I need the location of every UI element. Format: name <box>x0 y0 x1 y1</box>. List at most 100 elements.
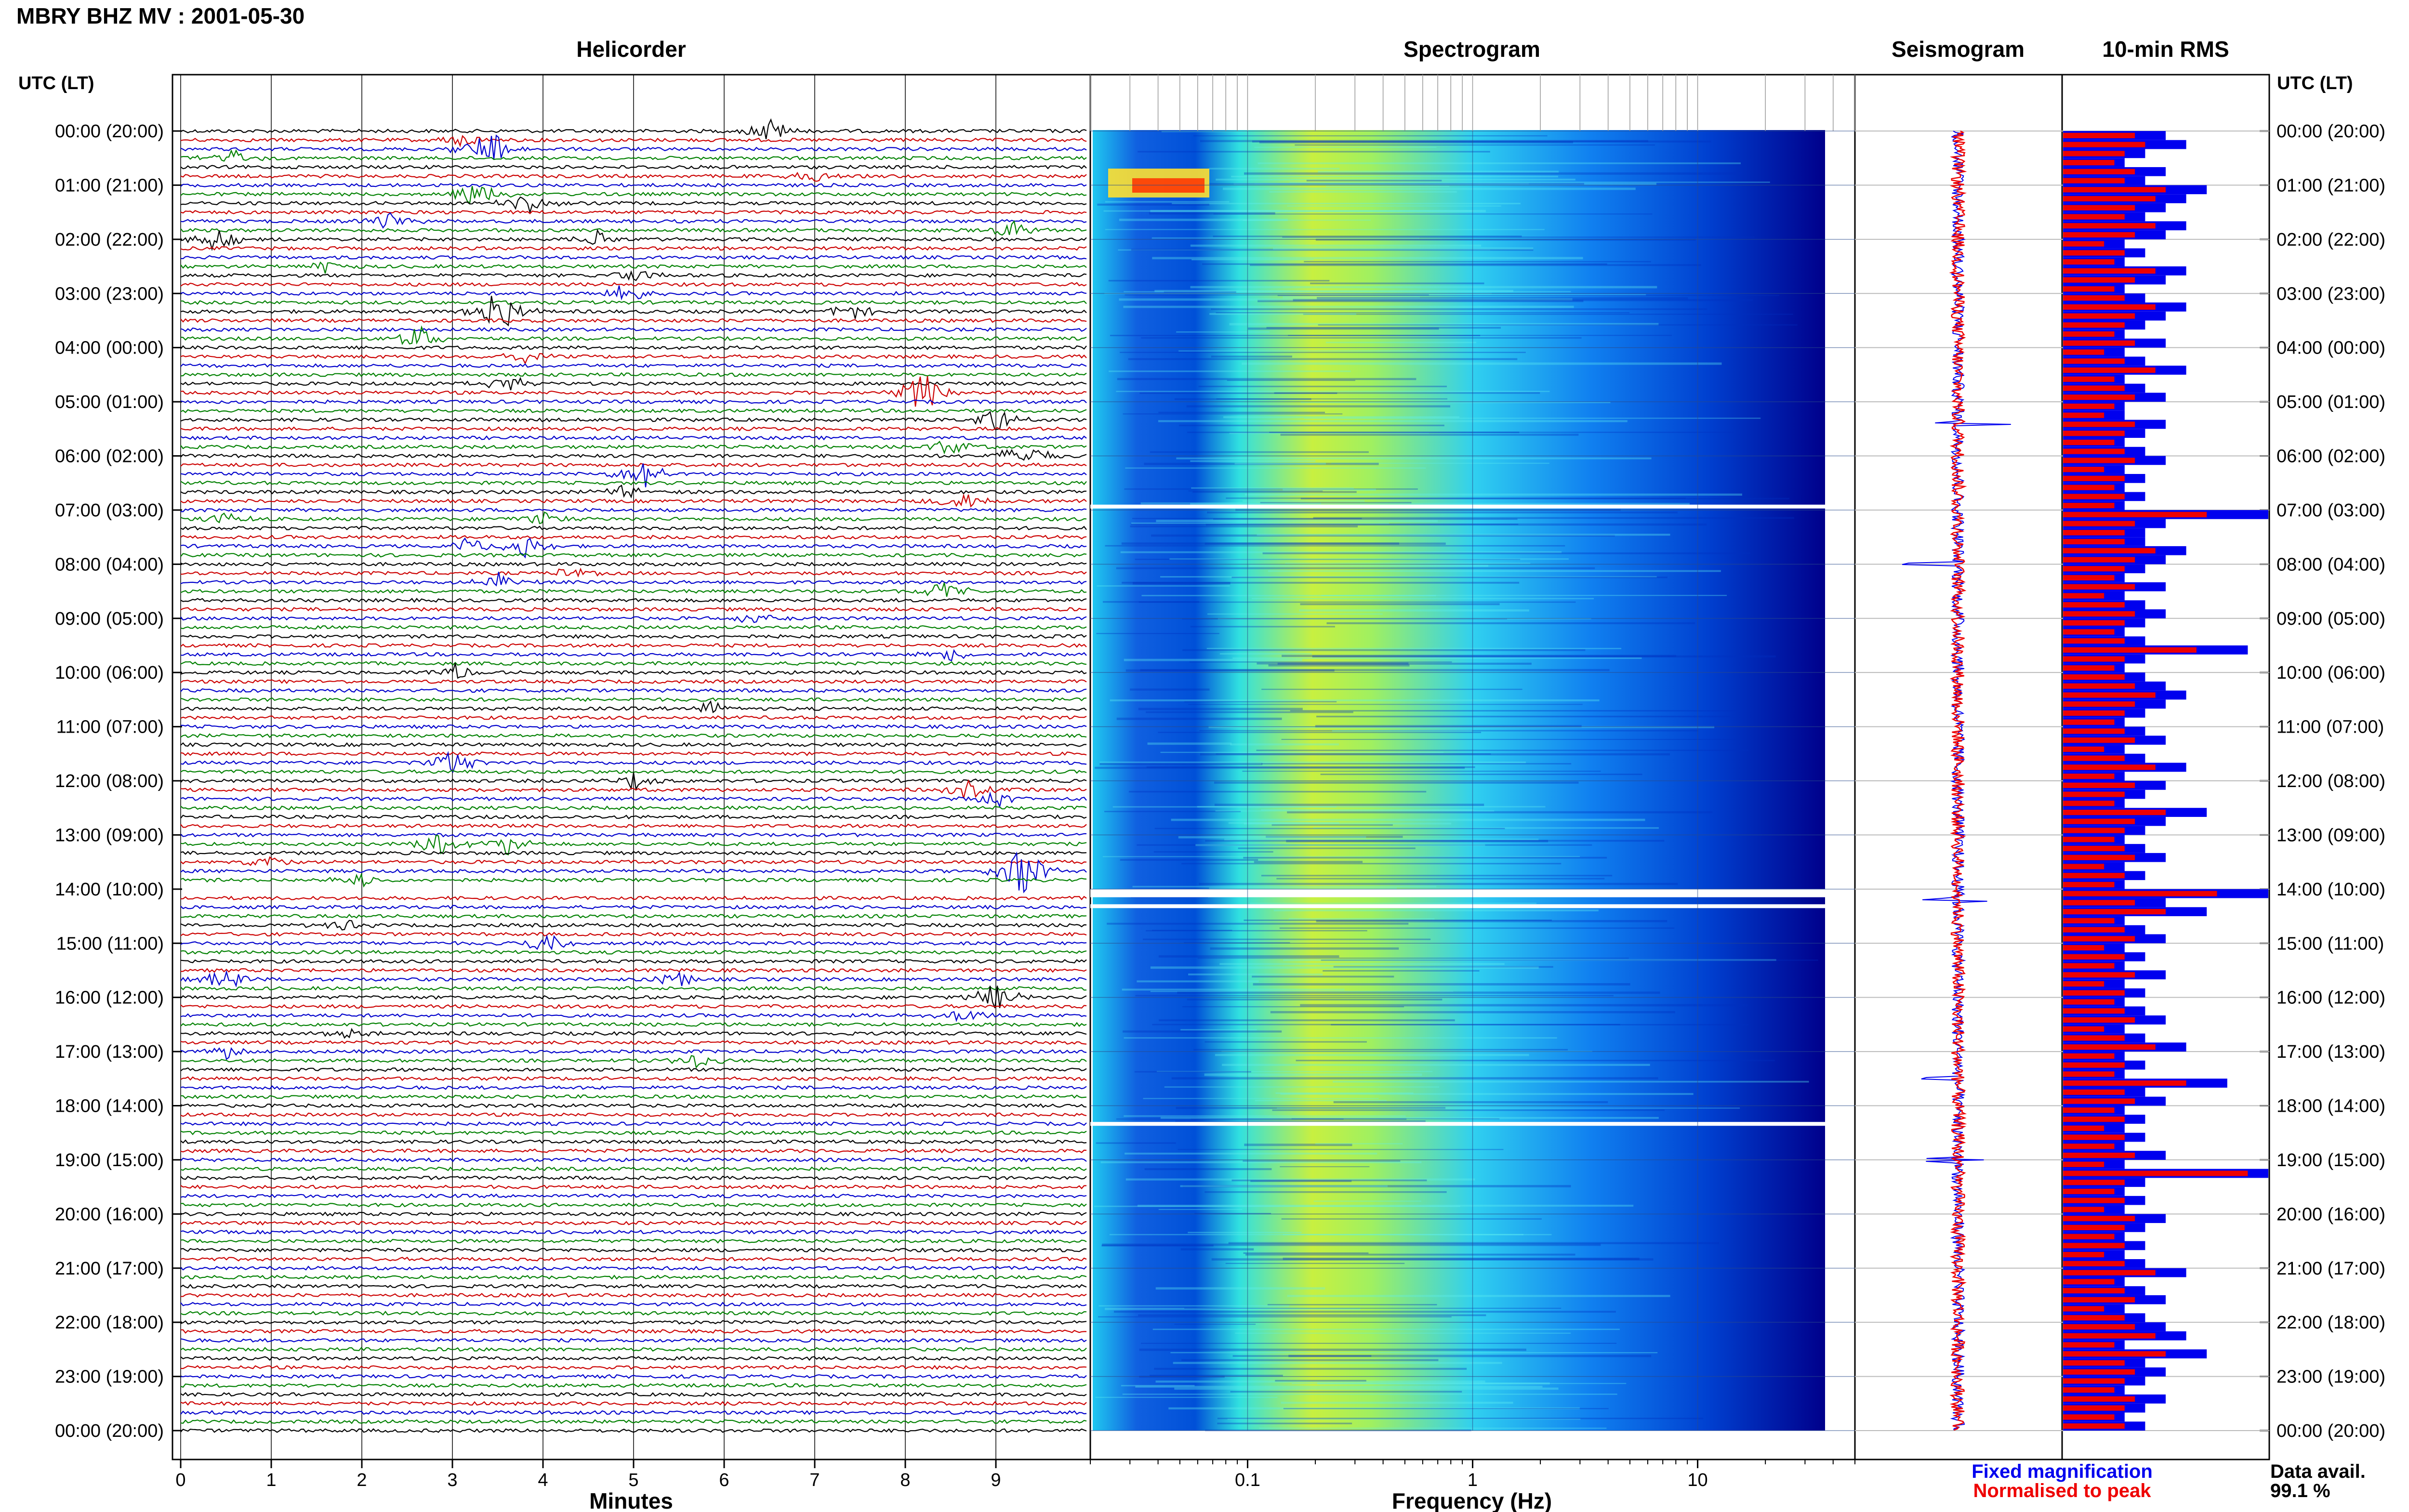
rms-bar-normalised <box>2063 1089 2125 1095</box>
rms-bar-normalised <box>2063 575 2115 581</box>
rms-bar-normalised <box>2063 557 2135 563</box>
time-label-left: 09:00 (05:00) <box>55 609 164 629</box>
rms-bar-normalised <box>2063 927 2125 933</box>
helicorder-trace <box>180 934 1087 950</box>
rms-bar-normalised <box>2063 611 2135 617</box>
helicorder-trace <box>180 165 1087 170</box>
seismogram-trace <box>1902 130 2011 1431</box>
helicorder-trace <box>180 679 1087 684</box>
rms-bar-normalised <box>2063 1144 2115 1149</box>
spectrogram-title: Spectrogram <box>1403 37 1540 62</box>
time-label-left: 10:00 (06:00) <box>55 663 164 683</box>
helicorder-trace <box>180 1238 1087 1244</box>
rms-bar-normalised <box>2063 1414 2115 1420</box>
helicorder-trace <box>180 1027 1087 1039</box>
helicorder-trace <box>180 440 1087 455</box>
rms-bar-normalised <box>2063 945 2105 951</box>
rms-bar-normalised <box>2063 241 2105 247</box>
rms-bar-normalised <box>2063 774 2115 779</box>
rms-bar-normalised <box>2063 331 2115 337</box>
helicorder-trace <box>180 733 1087 738</box>
rms-bar-normalised <box>2063 394 2135 400</box>
helicorder-trace <box>180 325 1087 345</box>
rms-bar-normalised <box>2063 692 2156 698</box>
helicorder-trace <box>180 1067 1087 1072</box>
helicorder-trace <box>180 772 1087 791</box>
helicorder-trace <box>180 408 1087 413</box>
rms-bar-normalised <box>2063 1161 2105 1167</box>
helicorder-trace <box>180 345 1087 350</box>
rms-bar-normalised <box>2063 268 2156 274</box>
rms-bar-normalised <box>2063 223 2156 229</box>
rms-bar-normalised <box>2063 873 2125 879</box>
helicorder-trace <box>180 1248 1087 1253</box>
helicorder-trace <box>180 435 1087 441</box>
time-label-right: 19:00 (15:00) <box>2277 1150 2385 1170</box>
helicorder-trace <box>180 196 1087 215</box>
rms-bar-normalised <box>2063 1261 2125 1267</box>
time-label-left: 12:00 (08:00) <box>55 771 164 791</box>
helicorder-traces <box>180 118 1087 1433</box>
time-label-right: 21:00 (17:00) <box>2277 1259 2385 1279</box>
helicorder-trace <box>180 1148 1087 1154</box>
helicorder-trace <box>180 661 1087 666</box>
rms-bar-normalised <box>2063 710 2125 716</box>
helicorder-trace <box>180 1139 1087 1144</box>
rms-bar-normalised <box>2063 1387 2115 1393</box>
helicorder-trace <box>180 1103 1087 1108</box>
rms-bar-normalised <box>2063 1333 2156 1339</box>
helicorder-trace <box>180 327 1087 332</box>
helicorder-trace <box>180 1428 1087 1433</box>
right-time-header: UTC (LT) <box>2277 73 2353 93</box>
helicorder-trace <box>180 480 1087 486</box>
spectrogram-gap <box>1090 889 1825 897</box>
legend-fixed-magnification: Fixed magnification <box>1972 1461 2153 1482</box>
rms-bar-normalised <box>2063 313 2135 319</box>
rms-bar-normalised <box>2063 1116 2125 1122</box>
helicorder-trace <box>180 1211 1087 1217</box>
helicorder-frame <box>172 74 1091 1460</box>
rms-bar-normalised <box>2063 403 2115 409</box>
helicorder-trace <box>180 462 1087 468</box>
helicorder-trace <box>180 625 1087 630</box>
time-label-left: 06:00 (02:00) <box>55 447 164 467</box>
helicorder-trace <box>180 1229 1087 1235</box>
minute-tick-label: 5 <box>628 1470 638 1490</box>
helicorder-trace <box>180 805 1087 811</box>
rms-bar-normalised <box>2063 828 2125 833</box>
helicorder-trace <box>180 1121 1087 1127</box>
helicorder-trace <box>180 823 1087 828</box>
time-label-right: 07:00 (03:00) <box>2277 500 2385 521</box>
rms-bar-normalised <box>2063 1270 2156 1275</box>
helicorder-trace <box>180 905 1087 910</box>
rms-bar-normalised <box>2063 304 2156 310</box>
time-label-right: 18:00 (14:00) <box>2277 1096 2385 1117</box>
rms-title: 10-min RMS <box>2102 37 2229 62</box>
helicorder-trace <box>180 751 1087 756</box>
rms-bar-normalised <box>2063 1207 2105 1212</box>
time-label-right: 03:00 (23:00) <box>2277 284 2385 304</box>
rms-bar-normalised <box>2063 1026 2105 1032</box>
rms-bar-normalised <box>2063 448 2125 454</box>
rms-bar-normalised <box>2063 1017 2135 1023</box>
spectrogram-gap <box>1090 504 1825 509</box>
rms-bar-normalised <box>2063 674 2125 680</box>
rms-bar-normalised <box>2063 1297 2135 1302</box>
helicorder-title: Helicorder <box>576 37 686 62</box>
rms-bar-normalised <box>2063 485 2115 490</box>
helicorder-trace <box>180 1085 1087 1090</box>
rms-bar-normalised <box>2063 1360 2125 1366</box>
helicorder-trace <box>180 318 1087 323</box>
helicorder-trace <box>180 1076 1087 1081</box>
time-label-right: 09:00 (05:00) <box>2277 609 2385 629</box>
helicorder-trace <box>180 1112 1087 1118</box>
helicorder-trace <box>180 1202 1087 1208</box>
helicorder-trace <box>180 171 1087 182</box>
time-label-left: 17:00 (13:00) <box>55 1042 164 1062</box>
page-title: MBRY BHZ MV : 2001-05-30 <box>16 3 305 28</box>
rms-bar-normalised <box>2063 196 2156 202</box>
helicorder-trace <box>180 959 1087 964</box>
helicorder-trace <box>180 1320 1087 1325</box>
helicorder-trace <box>180 296 1087 327</box>
helicorder-trace <box>180 220 1087 236</box>
